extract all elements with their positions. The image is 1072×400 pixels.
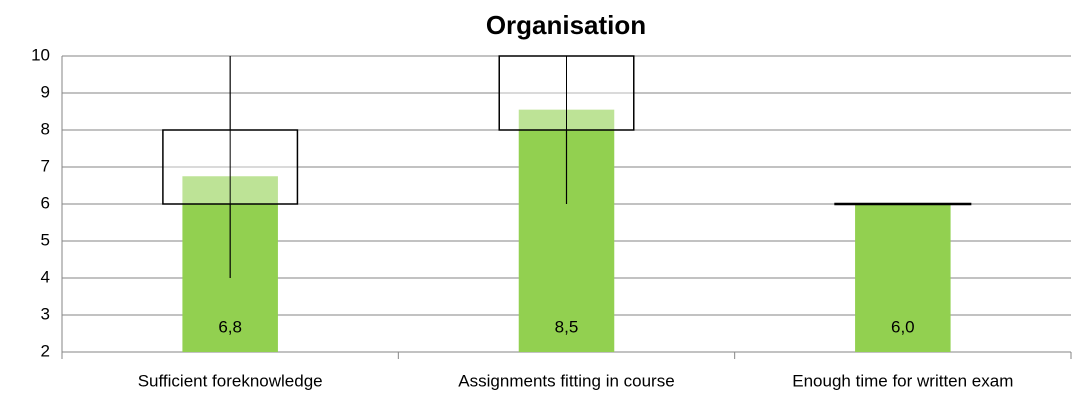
y-tick-label: 8 <box>41 119 50 138</box>
y-tick-label: 2 <box>41 341 50 360</box>
bar <box>855 204 951 352</box>
y-tick-label: 3 <box>41 304 50 323</box>
x-tick-label: Sufficient foreknowledge <box>138 371 323 390</box>
chart-title: Organisation <box>486 10 646 40</box>
x-tick-label: Assignments fitting in course <box>458 371 674 390</box>
data-label: 6,0 <box>891 317 915 336</box>
y-tick-label: 10 <box>31 45 50 64</box>
y-tick-label: 4 <box>41 267 50 286</box>
data-label: 8,5 <box>555 317 579 336</box>
y-tick-label: 6 <box>41 193 50 212</box>
data-label: 6,8 <box>218 317 242 336</box>
x-tick-label: Enough time for written exam <box>792 371 1013 390</box>
y-tick-label: 5 <box>41 230 50 249</box>
y-tick-label: 9 <box>41 82 50 101</box>
y-tick-label: 7 <box>41 156 50 175</box>
